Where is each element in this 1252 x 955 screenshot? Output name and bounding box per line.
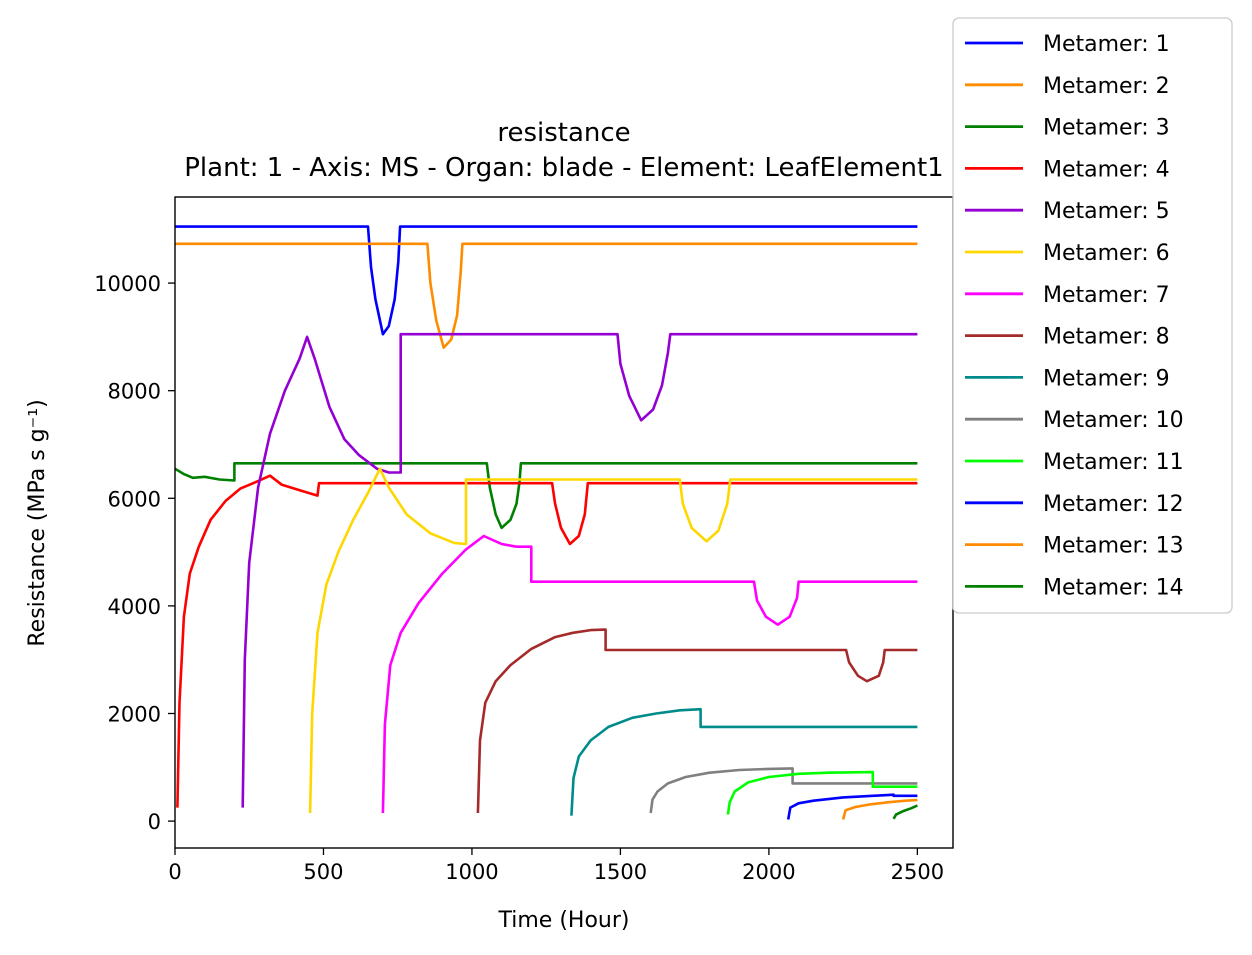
x-tick-label: 1500 xyxy=(594,860,647,884)
legend-label: Metamer: 9 xyxy=(1043,366,1170,391)
series-line-metamer-2 xyxy=(175,242,918,349)
y-tick-label: 4000 xyxy=(108,595,161,619)
legend-label: Metamer: 2 xyxy=(1043,74,1170,99)
chart-title: resistance xyxy=(497,118,630,148)
series-line-metamer-3 xyxy=(174,462,918,530)
y-tick-label: 0 xyxy=(148,810,161,834)
series-line-metamer-11 xyxy=(726,770,918,815)
x-tick-label: 1000 xyxy=(445,860,498,884)
series-line-metamer-9 xyxy=(570,707,918,816)
series-line-metamer-12 xyxy=(786,793,918,820)
series-line-metamer-4 xyxy=(176,474,918,808)
series-line-metamer-8 xyxy=(476,628,918,814)
legend-label: Metamer: 8 xyxy=(1043,325,1170,350)
legend-label: Metamer: 11 xyxy=(1043,450,1184,475)
series-line-metamer-13 xyxy=(841,798,918,820)
series-line-metamer-14 xyxy=(892,804,918,820)
legend-label: Metamer: 14 xyxy=(1043,575,1184,600)
legend: Metamer: 1 Metamer: 2 Metamer: 3 Metamer: 4… xyxy=(952,17,1233,614)
legend-label: Metamer: 7 xyxy=(1043,283,1170,308)
legend-label: Metamer: 12 xyxy=(1043,492,1184,517)
y-axis-label: Resistance (MPa s g⁻¹) xyxy=(25,399,50,646)
legend-label: Metamer: 5 xyxy=(1043,199,1170,224)
legend-label: Metamer: 10 xyxy=(1043,408,1184,433)
x-tick-label: 500 xyxy=(303,860,343,884)
x-axis-label: Time (Hour) xyxy=(498,908,630,933)
legend-label: Metamer: 1 xyxy=(1043,32,1170,57)
x-tick-label: 0 xyxy=(168,860,181,884)
x-tick-label: 2500 xyxy=(891,860,944,884)
axis-ticks: 0 500 1000 1500 2000 2500 0 2000 4000 6000 8000 100… xyxy=(94,272,944,884)
series-line-metamer-7 xyxy=(381,534,918,814)
y-tick-label: 2000 xyxy=(108,702,161,726)
plot-frame xyxy=(174,196,954,849)
legend-label: Metamer: 3 xyxy=(1043,116,1170,141)
legend-label: Metamer: 6 xyxy=(1043,241,1170,266)
series-line-metamer-6 xyxy=(308,467,918,814)
y-tick-label: 10000 xyxy=(94,272,161,296)
plot-area xyxy=(174,225,918,820)
legend-box xyxy=(952,17,1233,614)
y-tick-label: 8000 xyxy=(108,380,161,404)
chart-subtitle: Plant: 1 - Axis: MS - Organ: blade - Ele… xyxy=(184,153,943,183)
series-line-metamer-5 xyxy=(241,332,918,808)
y-tick-label: 6000 xyxy=(108,487,161,511)
legend-label: Metamer: 4 xyxy=(1043,157,1170,182)
x-tick-label: 2000 xyxy=(742,860,795,884)
legend-label: Metamer: 13 xyxy=(1043,534,1184,559)
